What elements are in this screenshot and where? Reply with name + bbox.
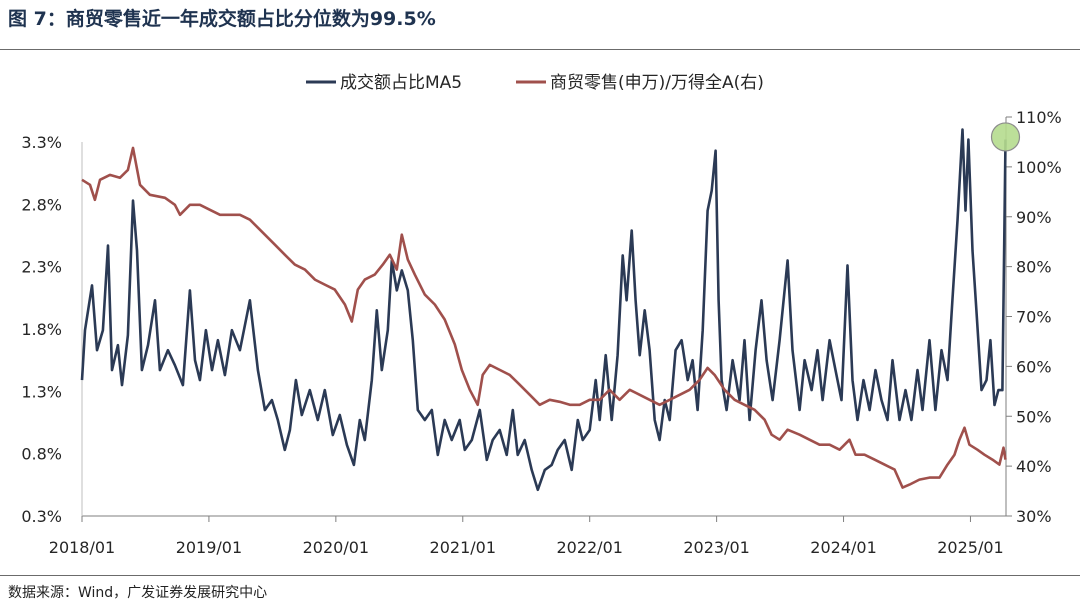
right-y-tick-label: 70% [1016, 308, 1052, 327]
right-y-tick-label: 100% [1016, 158, 1062, 177]
right-y-tick-label: 110% [1016, 108, 1062, 127]
x-tick-label: 2023/01 [683, 538, 749, 557]
left-y-tick-label: 0.8% [21, 445, 62, 464]
right-y-tick-label: 50% [1016, 407, 1052, 426]
legend-label-blue: 成交额占比MA5 [340, 73, 462, 93]
source-note: 数据来源：Wind，广发证券发展研究中心 [8, 585, 268, 601]
right-y-tick-label: 60% [1016, 357, 1052, 376]
left-y-tick-label: 0.3% [21, 507, 62, 526]
source-divider [0, 575, 1080, 576]
left-y-tick-label: 1.3% [21, 382, 62, 401]
x-tick-label: 2024/01 [810, 538, 876, 557]
left-y-tick-label: 2.3% [21, 258, 62, 277]
x-tick-label: 2025/01 [937, 538, 1003, 557]
legend-label-red: 商贸零售(申万)/万得全A(右) [550, 73, 764, 93]
x-tick-label: 2022/01 [556, 538, 622, 557]
left-y-tick-label: 1.8% [21, 320, 62, 339]
right-y-tick-label: 90% [1016, 208, 1052, 227]
x-tick-label: 2018/01 [49, 538, 115, 557]
left-y-tick-label: 2.8% [21, 195, 62, 214]
series-line-turnover-share-ma5 [80, 128, 1007, 492]
highlight-marker [990, 122, 1021, 152]
left-y-tick-label: 3.3% [21, 133, 62, 152]
right-y-tick-label: 30% [1016, 507, 1052, 526]
figure-title: 图 7：商贸零售近一年成交额占比分位数为99.5% [8, 8, 436, 30]
x-tick-label: 2021/01 [430, 538, 496, 557]
legend: 成交额占比MA5 商贸零售(申万)/万得全A(右) [306, 73, 764, 93]
series-line-retail-relative-index [81, 146, 1007, 489]
title-divider [0, 49, 1080, 50]
right-y-tick-label: 80% [1016, 258, 1052, 277]
x-tick-label: 2020/01 [303, 538, 369, 557]
right-y-tick-label: 40% [1016, 457, 1052, 476]
x-tick-label: 2019/01 [176, 538, 242, 557]
